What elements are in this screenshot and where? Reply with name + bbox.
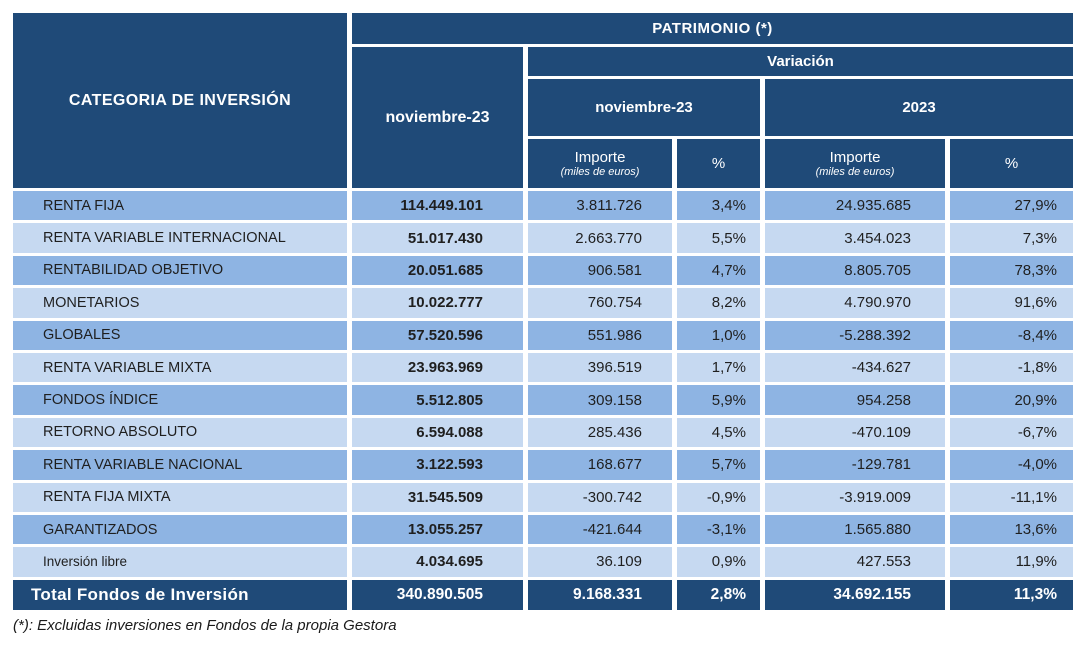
- total-var-nov-pct-cell: 2,8%: [677, 579, 760, 610]
- patrimonio-cell: 57.520.596: [352, 320, 523, 350]
- category-cell: MONETARIOS: [13, 288, 347, 318]
- var-nov-importe-cell: 551.986: [528, 320, 672, 350]
- header-variacion: Variación: [528, 47, 1073, 76]
- var-2023-pct-cell: -8,4%: [950, 320, 1073, 350]
- var-nov-importe-cell: 396.519: [528, 352, 672, 383]
- importe-label: Importe: [829, 148, 881, 166]
- var-nov-pct-cell: 3,4%: [677, 191, 760, 221]
- var-nov-importe-cell: -421.644: [528, 514, 672, 545]
- var-2023-importe-cell: 427.553: [765, 547, 945, 577]
- var-2023-importe-cell: 8.805.705: [765, 255, 945, 286]
- pct-label: %: [711, 155, 726, 172]
- var-nov-pct-cell: 0,9%: [677, 547, 760, 577]
- header-noviembre23-patrimonio: noviembre-23: [352, 47, 523, 188]
- var-nov-importe-cell: 285.436: [528, 417, 672, 448]
- category-cell: RENTA FIJA: [13, 191, 347, 221]
- var-nov-pct-cell: 5,5%: [677, 223, 760, 253]
- patrimonio-cell: 10.022.777: [352, 288, 523, 318]
- var-nov-pct-cell: 1,7%: [677, 352, 760, 383]
- var-nov-importe-cell: 36.109: [528, 547, 672, 577]
- footnote: (*): Excluidas inversiones en Fondos de …: [13, 617, 397, 634]
- category-cell: RETORNO ABSOLUTO: [13, 417, 347, 448]
- patrimonio-cell: 114.449.101: [352, 191, 523, 221]
- patrimonio-cell: 5.512.805: [352, 385, 523, 415]
- header-category: CATEGORIA DE INVERSIÓN: [13, 13, 347, 188]
- var-2023-pct-cell: -6,7%: [950, 417, 1073, 448]
- var-nov-pct-cell: 4,5%: [677, 417, 760, 448]
- patrimonio-cell: 13.055.257: [352, 514, 523, 545]
- total-label-cell: Total Fondos de Inversión: [13, 579, 347, 610]
- var-2023-importe-cell: 24.935.685: [765, 191, 945, 221]
- var-nov-importe-cell: 2.663.770: [528, 223, 672, 253]
- var-nov-importe-cell: -300.742: [528, 482, 672, 512]
- var-2023-importe-cell: -3.919.009: [765, 482, 945, 512]
- category-cell: GLOBALES: [13, 320, 347, 350]
- category-cell: RENTA VARIABLE NACIONAL: [13, 450, 347, 480]
- var-nov-importe-cell: 760.754: [528, 288, 672, 318]
- total-var-nov-importe-cell: 9.168.331: [528, 579, 672, 610]
- var-nov-pct-cell: -3,1%: [677, 514, 760, 545]
- category-cell: RENTA VARIABLE MIXTA: [13, 352, 347, 383]
- var-nov-pct-cell: 4,7%: [677, 255, 760, 286]
- patrimonio-cell: 20.051.685: [352, 255, 523, 286]
- category-cell: GARANTIZADOS: [13, 514, 347, 545]
- header-importe-nov: Importe (miles de euros): [528, 139, 672, 188]
- var-2023-importe-cell: -5.288.392: [765, 320, 945, 350]
- var-2023-pct-cell: -1,8%: [950, 352, 1073, 383]
- var-2023-importe-cell: 3.454.023: [765, 223, 945, 253]
- patrimonio-cell: 31.545.509: [352, 482, 523, 512]
- var-nov-pct-cell: 8,2%: [677, 288, 760, 318]
- patrimonio-cell: 6.594.088: [352, 417, 523, 448]
- var-2023-pct-cell: 7,3%: [950, 223, 1073, 253]
- category-cell: FONDOS ÍNDICE: [13, 385, 347, 415]
- var-2023-pct-cell: -4,0%: [950, 450, 1073, 480]
- header-variacion-noviembre23: noviembre-23: [528, 79, 760, 136]
- var-nov-importe-cell: 168.677: [528, 450, 672, 480]
- var-2023-importe-cell: -470.109: [765, 417, 945, 448]
- header-patrimonio: PATRIMONIO (*): [352, 13, 1073, 44]
- importe-unit-label: (miles de euros): [815, 165, 895, 178]
- header-pct-nov: %: [677, 139, 760, 188]
- patrimonio-cell: 51.017.430: [352, 223, 523, 253]
- total-var-2023-pct-cell: 11,3%: [950, 579, 1073, 610]
- var-nov-pct-cell: 5,9%: [677, 385, 760, 415]
- header-variacion-2023: 2023: [765, 79, 1073, 136]
- category-cell: RENTABILIDAD OBJETIVO: [13, 255, 347, 286]
- importe-unit-label: (miles de euros): [560, 165, 640, 178]
- var-2023-importe-cell: 954.258: [765, 385, 945, 415]
- header-pct-2023: %: [950, 139, 1073, 188]
- var-2023-pct-cell: 27,9%: [950, 191, 1073, 221]
- category-cell: Inversión libre: [13, 547, 347, 577]
- var-nov-importe-cell: 3.811.726: [528, 191, 672, 221]
- var-2023-pct-cell: 11,9%: [950, 547, 1073, 577]
- pct-label: %: [1004, 155, 1019, 172]
- var-2023-pct-cell: 78,3%: [950, 255, 1073, 286]
- var-2023-pct-cell: 20,9%: [950, 385, 1073, 415]
- var-nov-importe-cell: 309.158: [528, 385, 672, 415]
- category-cell: RENTA FIJA MIXTA: [13, 482, 347, 512]
- patrimonio-cell: 3.122.593: [352, 450, 523, 480]
- importe-label: Importe: [574, 148, 626, 166]
- var-2023-pct-cell: 13,6%: [950, 514, 1073, 545]
- var-2023-importe-cell: -129.781: [765, 450, 945, 480]
- var-nov-pct-cell: 1,0%: [677, 320, 760, 350]
- patrimonio-cell: 4.034.695: [352, 547, 523, 577]
- category-cell: RENTA VARIABLE INTERNACIONAL: [13, 223, 347, 253]
- var-2023-pct-cell: -11,1%: [950, 482, 1073, 512]
- patrimonio-cell: 23.963.969: [352, 352, 523, 383]
- total-var-2023-importe-cell: 34.692.155: [765, 579, 945, 610]
- var-nov-pct-cell: -0,9%: [677, 482, 760, 512]
- var-2023-importe-cell: 1.565.880: [765, 514, 945, 545]
- var-2023-importe-cell: -434.627: [765, 352, 945, 383]
- var-nov-pct-cell: 5,7%: [677, 450, 760, 480]
- total-patrimonio-cell: 340.890.505: [352, 579, 523, 610]
- patrimonio-table: CATEGORIA DE INVERSIÓN PATRIMONIO (*) no…: [13, 13, 1073, 610]
- header-importe-2023: Importe (miles de euros): [765, 139, 945, 188]
- var-nov-importe-cell: 906.581: [528, 255, 672, 286]
- var-2023-importe-cell: 4.790.970: [765, 288, 945, 318]
- var-2023-pct-cell: 91,6%: [950, 288, 1073, 318]
